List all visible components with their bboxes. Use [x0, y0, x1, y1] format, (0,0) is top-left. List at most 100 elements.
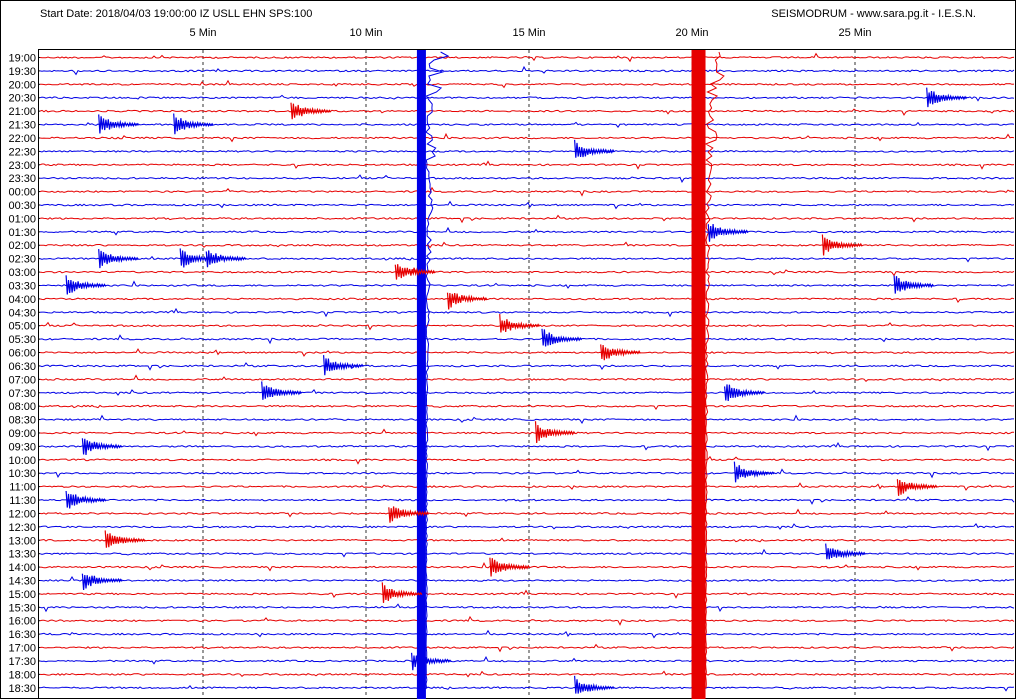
trace-row: [39, 404, 1015, 411]
event-burst: [893, 275, 935, 294]
trace-row: [39, 656, 1015, 665]
event-burst: [926, 87, 967, 108]
row-time-label: 20:00: [8, 79, 36, 91]
event-burst: [534, 421, 576, 444]
event-burst: [205, 250, 247, 268]
row-time-label: 06:00: [8, 348, 36, 360]
trace-row: [39, 79, 1015, 89]
x-tick-labels: 5 Min 10 Min 15 Min 20 Min 25 Min: [190, 27, 872, 39]
trace-row: [39, 615, 1015, 626]
trace-row: [39, 132, 1015, 143]
row-time-label: 02:30: [8, 254, 36, 266]
trace-row: [39, 200, 1015, 210]
trace-row: [39, 508, 1015, 518]
row-time-label: 00:30: [8, 200, 36, 212]
trace-row: [39, 307, 1015, 318]
row-time-label: 17:00: [8, 643, 36, 655]
trace-row: [39, 428, 1015, 437]
events: [65, 50, 967, 699]
row-time-label: 11:30: [9, 495, 36, 507]
row-time-label: 21:00: [8, 106, 36, 118]
trace-row: [39, 267, 1015, 277]
trace-row: [39, 94, 1015, 102]
row-time-label: 09:30: [8, 441, 36, 453]
trace-row: [39, 186, 1015, 197]
trace-row: [40, 174, 1015, 183]
event-saturated-band: [416, 50, 426, 699]
row-time-label: 10:30: [8, 468, 36, 480]
trace-row: [39, 496, 1015, 505]
row-time-label: 15:30: [8, 602, 36, 614]
row-time-label: 08:00: [8, 401, 36, 413]
trace-row: [39, 603, 1015, 613]
row-time-label: 13:30: [8, 549, 36, 561]
trace-row: [39, 670, 1015, 678]
row-time-label: 22:30: [8, 146, 36, 158]
row-time-label: 14:30: [8, 575, 36, 587]
trace-row: [39, 52, 1015, 63]
event-burst: [541, 328, 583, 347]
event-burst: [104, 530, 146, 548]
row-time-label: 16:00: [8, 616, 36, 628]
event-saturated-band: [691, 50, 706, 699]
event-burst: [896, 479, 938, 496]
row-time-label: 07:00: [8, 374, 36, 386]
x-tick-label: 5 Min: [190, 27, 217, 39]
trace-row: [39, 297, 1015, 304]
row-time-label: 03:00: [8, 267, 36, 279]
trace-row: [39, 537, 1015, 543]
event-burst: [98, 249, 139, 269]
credits: SEISMODRUM - www.sara.pg.it - I.E.S.N.: [771, 8, 976, 20]
row-time-label: 16:30: [8, 629, 36, 641]
row-time-label: 09:00: [8, 428, 36, 440]
row-time-label: 22:00: [8, 133, 36, 145]
trace-row: [39, 226, 1015, 236]
x-tick-label: 20 Min: [675, 27, 708, 39]
trace-row: [39, 374, 1015, 382]
row-time-label: 01:00: [8, 213, 36, 225]
event-burst: [98, 114, 139, 134]
row-time-label: 19:00: [8, 53, 36, 65]
row-time-label: 15:00: [8, 589, 36, 601]
event-burst: [81, 573, 123, 591]
event-burst: [323, 355, 364, 376]
event-burst: [81, 438, 123, 455]
trace-row: [39, 348, 1015, 357]
trace-row: [39, 685, 1015, 692]
trace-row: [39, 643, 1015, 653]
row-time-label: 18:00: [8, 669, 36, 681]
row-time-label: 08:30: [8, 415, 36, 427]
event-coda: [704, 51, 725, 689]
row-time-label: 20:30: [8, 93, 36, 105]
row-time-label: 04:00: [8, 294, 36, 306]
row-time-label: 10:00: [8, 455, 36, 467]
traces: [39, 52, 1015, 692]
row-time-label: 18:30: [8, 683, 36, 695]
event-burst: [574, 139, 615, 158]
trace-row: [39, 65, 1015, 76]
trace-row: [39, 414, 1014, 424]
event-burst: [411, 652, 452, 671]
event-burst: [821, 234, 863, 256]
row-time-label: 12:00: [8, 508, 36, 520]
trace-row: [39, 280, 1015, 289]
row-time-label: 19:30: [8, 66, 36, 78]
trace-row: [39, 455, 1015, 465]
event-burst: [733, 461, 775, 483]
event-burst: [388, 506, 429, 523]
event-burst: [574, 675, 615, 694]
x-tick-label: 15 Min: [512, 27, 545, 39]
row-time-label: 11:00: [9, 482, 36, 494]
event-burst: [489, 557, 531, 577]
trace-row: [39, 441, 1015, 452]
row-time-label: 12:30: [8, 522, 36, 534]
event-burst: [446, 292, 488, 310]
trace-row: [39, 388, 1015, 396]
trace-row: [39, 589, 1015, 599]
trace-row: [39, 108, 1015, 116]
trace-row: [39, 482, 1015, 491]
row-time-label: 21:30: [8, 120, 36, 132]
